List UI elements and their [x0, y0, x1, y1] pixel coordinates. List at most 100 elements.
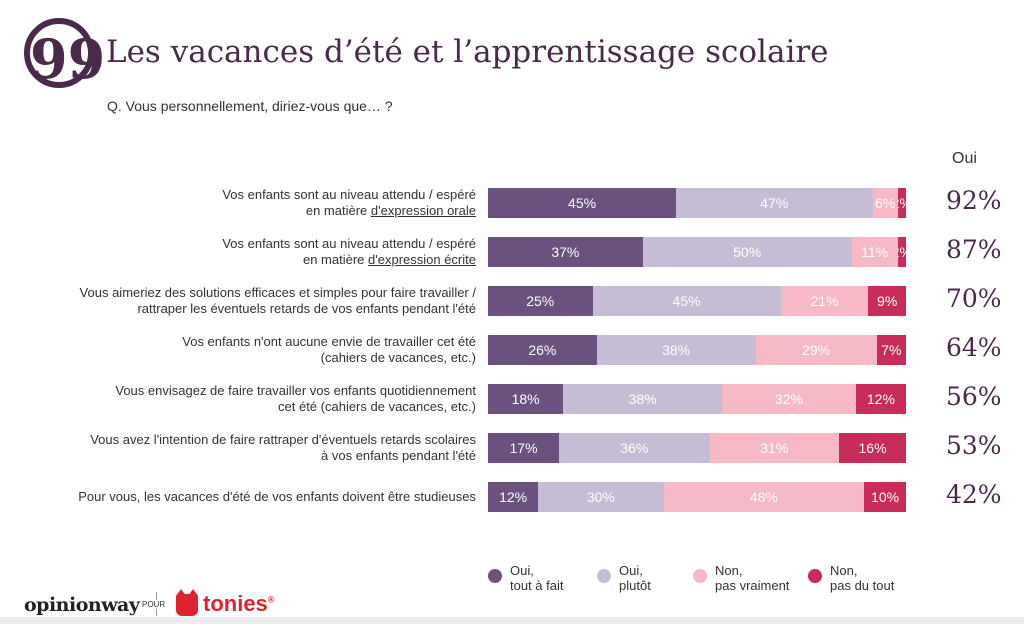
- row-label: Vous aimeriez des solutions efficaces et…: [6, 285, 476, 317]
- bar-row: 37%50%11%2%: [488, 237, 906, 267]
- legend-label-line2: pas du tout: [830, 578, 895, 593]
- row-label-line2: (cahiers de vacances, etc.): [6, 350, 476, 366]
- bar-segment-pas-vraiment: 31%: [709, 433, 840, 463]
- bar-segment-pas-du-tout: 16%: [839, 433, 906, 463]
- row-label-line1: Vos enfants n'ont aucune envie de travai…: [182, 334, 476, 349]
- legend-label-line2: pas vraiment: [715, 578, 790, 593]
- legend-label: Non, pas du tout: [830, 563, 894, 593]
- bar-segment-pas-vraiment: 6%: [872, 188, 898, 218]
- tonies-logo: tonies®: [203, 591, 274, 617]
- row-label-line2-text: à vos enfants pendant l'été: [321, 448, 476, 463]
- legend-label: Oui, tout à fait: [510, 563, 563, 593]
- legend-label-line2: tout à fait: [510, 578, 564, 593]
- row-label-line1: Vos enfants sont au niveau attendu / esp…: [222, 187, 476, 202]
- legend-dot-icon: [597, 569, 611, 583]
- bar-segment-pas-du-tout: 10%: [864, 482, 906, 512]
- bar-segment-pas-du-tout: 2%: [897, 188, 906, 218]
- bar-segment-tout-a-fait: 12%: [488, 482, 539, 512]
- bar-segment-tout-a-fait: 26%: [488, 335, 597, 365]
- legend-dot-icon: [808, 569, 822, 583]
- bar-segment-plutot: 45%: [592, 286, 781, 316]
- bar-segment-tout-a-fait: 45%: [488, 188, 677, 218]
- row-label-line1: Vous envisagez de faire travailler vos e…: [115, 383, 476, 398]
- row-label-line2: en matière d'expression orale: [6, 203, 476, 219]
- row-label-underlined: d'expression écrite: [368, 252, 476, 267]
- quote-icon: 99: [24, 18, 105, 88]
- bar-segment-tout-a-fait: 37%: [488, 237, 643, 267]
- tonies-logo-text: tonies: [203, 591, 268, 616]
- legend-dot-icon: [488, 569, 502, 583]
- bar-segment-pas-vraiment: 48%: [663, 482, 865, 512]
- bar-segment-pas-du-tout: 12%: [855, 384, 906, 414]
- bar-segment-plutot: 47%: [676, 188, 873, 218]
- pour-text: POUR: [141, 600, 167, 609]
- bar-segment-plutot: 50%: [642, 237, 852, 267]
- bar-segment-plutot: 36%: [559, 433, 710, 463]
- bar-segment-tout-a-fait: 25%: [488, 286, 593, 316]
- bar-row: 18% 38% 32% 12%: [488, 384, 906, 414]
- legend-item: Oui, tout à fait: [488, 563, 563, 593]
- bar-segment-tout-a-fait: 18%: [488, 384, 564, 414]
- row-label-line2: en matière d'expression écrite: [6, 252, 476, 268]
- legend-dot-icon: [693, 569, 707, 583]
- bar-segment-tout-a-fait: 17%: [488, 433, 560, 463]
- oui-total: 70%: [946, 284, 1002, 313]
- oui-total: 64%: [946, 333, 1002, 362]
- bar-segment-pas-vraiment: 21%: [780, 286, 869, 316]
- row-label-line2-text: (cahiers de vacances, etc.): [320, 350, 476, 365]
- page-title: Les vacances d’été et l’apprentissage sc…: [106, 34, 829, 70]
- row-label-line2-text: cet été (cahiers de vacances, etc.): [278, 399, 476, 414]
- legend-label: Non, pas vraiment: [715, 563, 789, 593]
- row-label-line1: Vous avez l'intention de faire rattraper…: [90, 432, 476, 447]
- bar-segment-plutot: 30%: [538, 482, 664, 512]
- oui-column-header: Oui: [952, 150, 977, 167]
- legend-item: Non, pas vraiment: [693, 563, 789, 593]
- tonies-logo-icon: [176, 589, 198, 616]
- oui-total: 87%: [946, 235, 1002, 264]
- registered-mark: ®: [267, 594, 275, 605]
- row-label: Vos enfants sont au niveau attendu / esp…: [6, 187, 476, 219]
- oui-total: 53%: [946, 431, 1002, 460]
- row-label: Vos enfants sont au niveau attendu / esp…: [6, 236, 476, 268]
- bar-row: 25% 45% 21% 9%: [488, 286, 906, 316]
- opinionway-logo: opinionway: [24, 594, 140, 616]
- bar-segment-pas-du-tout: 2%: [897, 237, 906, 267]
- legend-label-line1: Non,: [830, 563, 858, 578]
- legend-label-line2: plutôt: [619, 578, 651, 593]
- bar-row: 12% 30% 48% 10%: [488, 482, 906, 512]
- bar-segment-pas-vraiment: 11%: [851, 237, 898, 267]
- bar-segment-pas-du-tout: 7%: [876, 335, 906, 365]
- row-label-line2: rattraper les éventuels retards de vos e…: [6, 301, 476, 317]
- oui-total: 56%: [946, 382, 1002, 411]
- oui-total: 92%: [946, 186, 1002, 215]
- row-label-line2-text: en matière: [302, 252, 369, 267]
- bar-row: 45%47%6%2%: [488, 188, 906, 218]
- row-label-line2: cet été (cahiers de vacances, etc.): [6, 399, 476, 415]
- legend-item: Oui, plutôt: [597, 563, 651, 593]
- row-label: Vous avez l'intention de faire rattraper…: [6, 432, 476, 464]
- row-label-line1: Pour vous, les vacances d'été de vos enf…: [78, 489, 476, 504]
- legend-label-line1: Oui,: [619, 563, 643, 578]
- row-label: Pour vous, les vacances d'été de vos enf…: [6, 489, 476, 505]
- bar-segment-pas-du-tout: 9%: [868, 286, 906, 316]
- row-label-line2-text: en matière: [305, 203, 371, 218]
- row-label-line1: Vos enfants sont au niveau attendu / esp…: [222, 236, 476, 251]
- row-label: Vous envisagez de faire travailler vos e…: [6, 383, 476, 415]
- row-label-line2: à vos enfants pendant l'été: [6, 448, 476, 464]
- legend-label: Oui, plutôt: [619, 563, 651, 593]
- legend-label-line1: Non,: [715, 563, 743, 578]
- legend-label-line1: Oui,: [510, 563, 534, 578]
- bar-segment-plutot: 38%: [596, 335, 756, 365]
- bar-row: 17% 36% 31% 16%: [488, 433, 906, 463]
- row-label-line1: Vous aimeriez des solutions efficaces et…: [79, 285, 476, 300]
- row-label: Vos enfants n'ont aucune envie de travai…: [6, 334, 476, 366]
- row-label-line2-text: rattraper les éventuels retards de vos e…: [137, 301, 476, 316]
- row-label-underlined: d'expression orale: [370, 203, 476, 218]
- bar-row: 26% 38% 29% 7%: [488, 335, 906, 365]
- oui-total: 42%: [946, 480, 1002, 509]
- bar-segment-pas-vraiment: 32%: [722, 384, 856, 414]
- question-text: Q. Vous personnellement, diriez-vous que…: [107, 98, 393, 114]
- bar-segment-pas-vraiment: 29%: [755, 335, 877, 365]
- legend-item: Non, pas du tout: [808, 563, 894, 593]
- footer-bar: [0, 617, 1024, 624]
